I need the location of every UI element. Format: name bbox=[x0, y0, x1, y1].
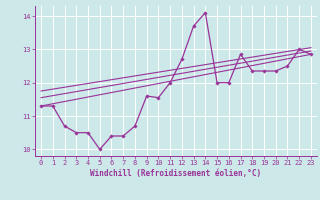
X-axis label: Windchill (Refroidissement éolien,°C): Windchill (Refroidissement éolien,°C) bbox=[91, 169, 261, 178]
